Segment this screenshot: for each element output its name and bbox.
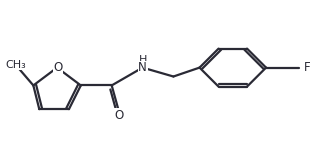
Text: F: F (304, 61, 311, 74)
Text: O: O (115, 109, 124, 122)
Text: O: O (54, 61, 63, 74)
Text: H: H (138, 55, 147, 65)
Text: CH₃: CH₃ (5, 60, 26, 70)
Text: N: N (138, 61, 147, 74)
